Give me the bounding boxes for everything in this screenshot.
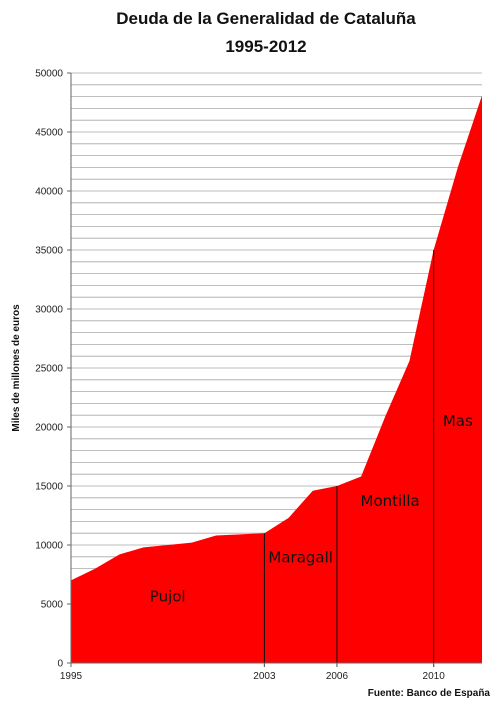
chart-title: Deuda de la Generalidad de Cataluña — [116, 9, 416, 28]
period-label: Mas — [443, 412, 473, 430]
area-layer — [71, 95, 482, 664]
period-labels: Pujol Maragall Montilla Mas — [150, 412, 473, 606]
period-label: Pujol — [150, 588, 186, 606]
y-tick-label: 25000 — [35, 364, 63, 375]
y-tick-label: 35000 — [35, 246, 63, 257]
x-tick-label: 2003 — [253, 671, 276, 682]
x-tick-label: 2006 — [326, 671, 349, 682]
x-tick-labels: 1995 2003 2006 2010 — [60, 663, 445, 682]
y-tick-label: 15000 — [35, 482, 63, 493]
debt-area — [71, 95, 482, 664]
x-tick-label: 2010 — [423, 671, 446, 682]
x-tick-label: 1995 — [60, 671, 83, 682]
y-axis-label: Miles de millones de euros — [11, 304, 22, 432]
y-tick-labels: 0 5000 10000 15000 20000 25000 30000 35000 40000… — [35, 69, 71, 670]
y-tick-label: 10000 — [35, 541, 63, 552]
y-tick-label: 50000 — [35, 69, 63, 80]
y-tick-label: 30000 — [35, 305, 63, 316]
period-label: Maragall — [268, 549, 333, 567]
y-tick-label: 0 — [57, 659, 63, 670]
y-tick-label: 45000 — [35, 128, 63, 139]
source-note: Fuente: Banco de España — [368, 688, 491, 699]
period-dividers — [263, 250, 435, 667]
y-tick-label: 40000 — [35, 187, 63, 198]
y-tick-label: 20000 — [35, 423, 63, 434]
y-tick-label: 5000 — [41, 600, 64, 611]
period-label: Montilla — [361, 492, 420, 510]
chart-subtitle: 1995-2012 — [225, 37, 306, 56]
